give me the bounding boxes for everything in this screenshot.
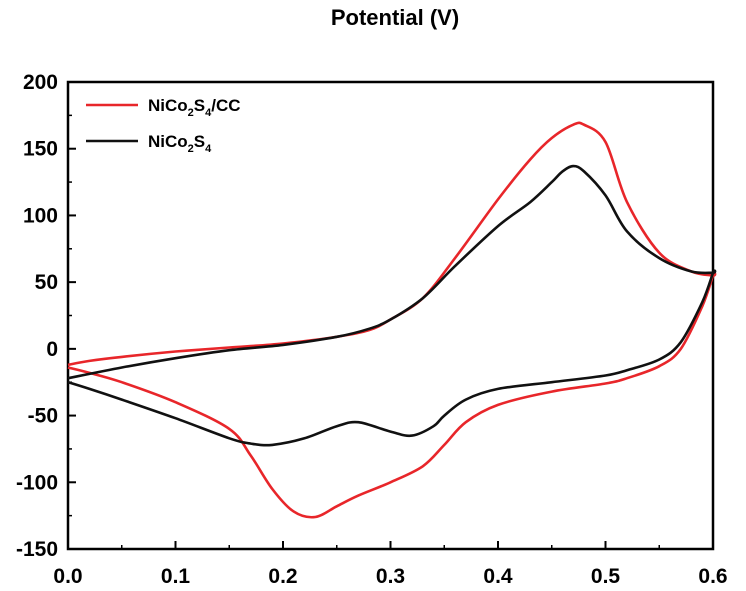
y-tick-label: -50 [28,405,58,428]
legend-subscript: 4 [205,143,212,155]
legend-text-part: S [194,96,205,115]
legend-subscript: 2 [188,107,194,119]
y-tick-label: 50 [35,271,58,294]
y-tick-label: -150 [16,538,58,561]
legend-label-1: NiCo2S4/CC [148,96,241,119]
legend-label-2: NiCo2S4 [148,132,212,155]
y-tick-label: 200 [23,71,58,94]
x-tick-label: 0.2 [268,565,297,588]
x-tick-label: 0.4 [483,565,513,588]
x-tick-label: 0.1 [161,565,191,588]
legend-text-part: NiCo [148,96,188,115]
series-group [67,121,717,519]
x-tick-label: 0.5 [591,565,621,588]
series-line-2 [67,164,717,447]
legend-subscript: 4 [205,107,212,119]
chart-title: Potential (V) [331,5,459,30]
y-tick-label: 100 [23,204,58,227]
x-tick-label: 0.3 [376,565,405,588]
legend-subscript: 2 [188,143,194,155]
plot-frame [66,80,715,551]
axes: 0.0 0.1 0.2 0.3 0.4 0.5 0.6 200 150 100 50 0 -50 -100… [16,71,728,588]
y-tick-label: 0 [46,338,58,361]
y-tick-label: -100 [16,471,58,494]
legend-text-part: /CC [211,96,240,115]
legend-text-part: S [194,132,205,151]
y-tick-label: 150 [23,138,58,161]
x-tick-label: 0.6 [698,565,727,588]
x-tick-label: 0.0 [53,565,82,588]
legend-text-part: NiCo [148,132,188,151]
